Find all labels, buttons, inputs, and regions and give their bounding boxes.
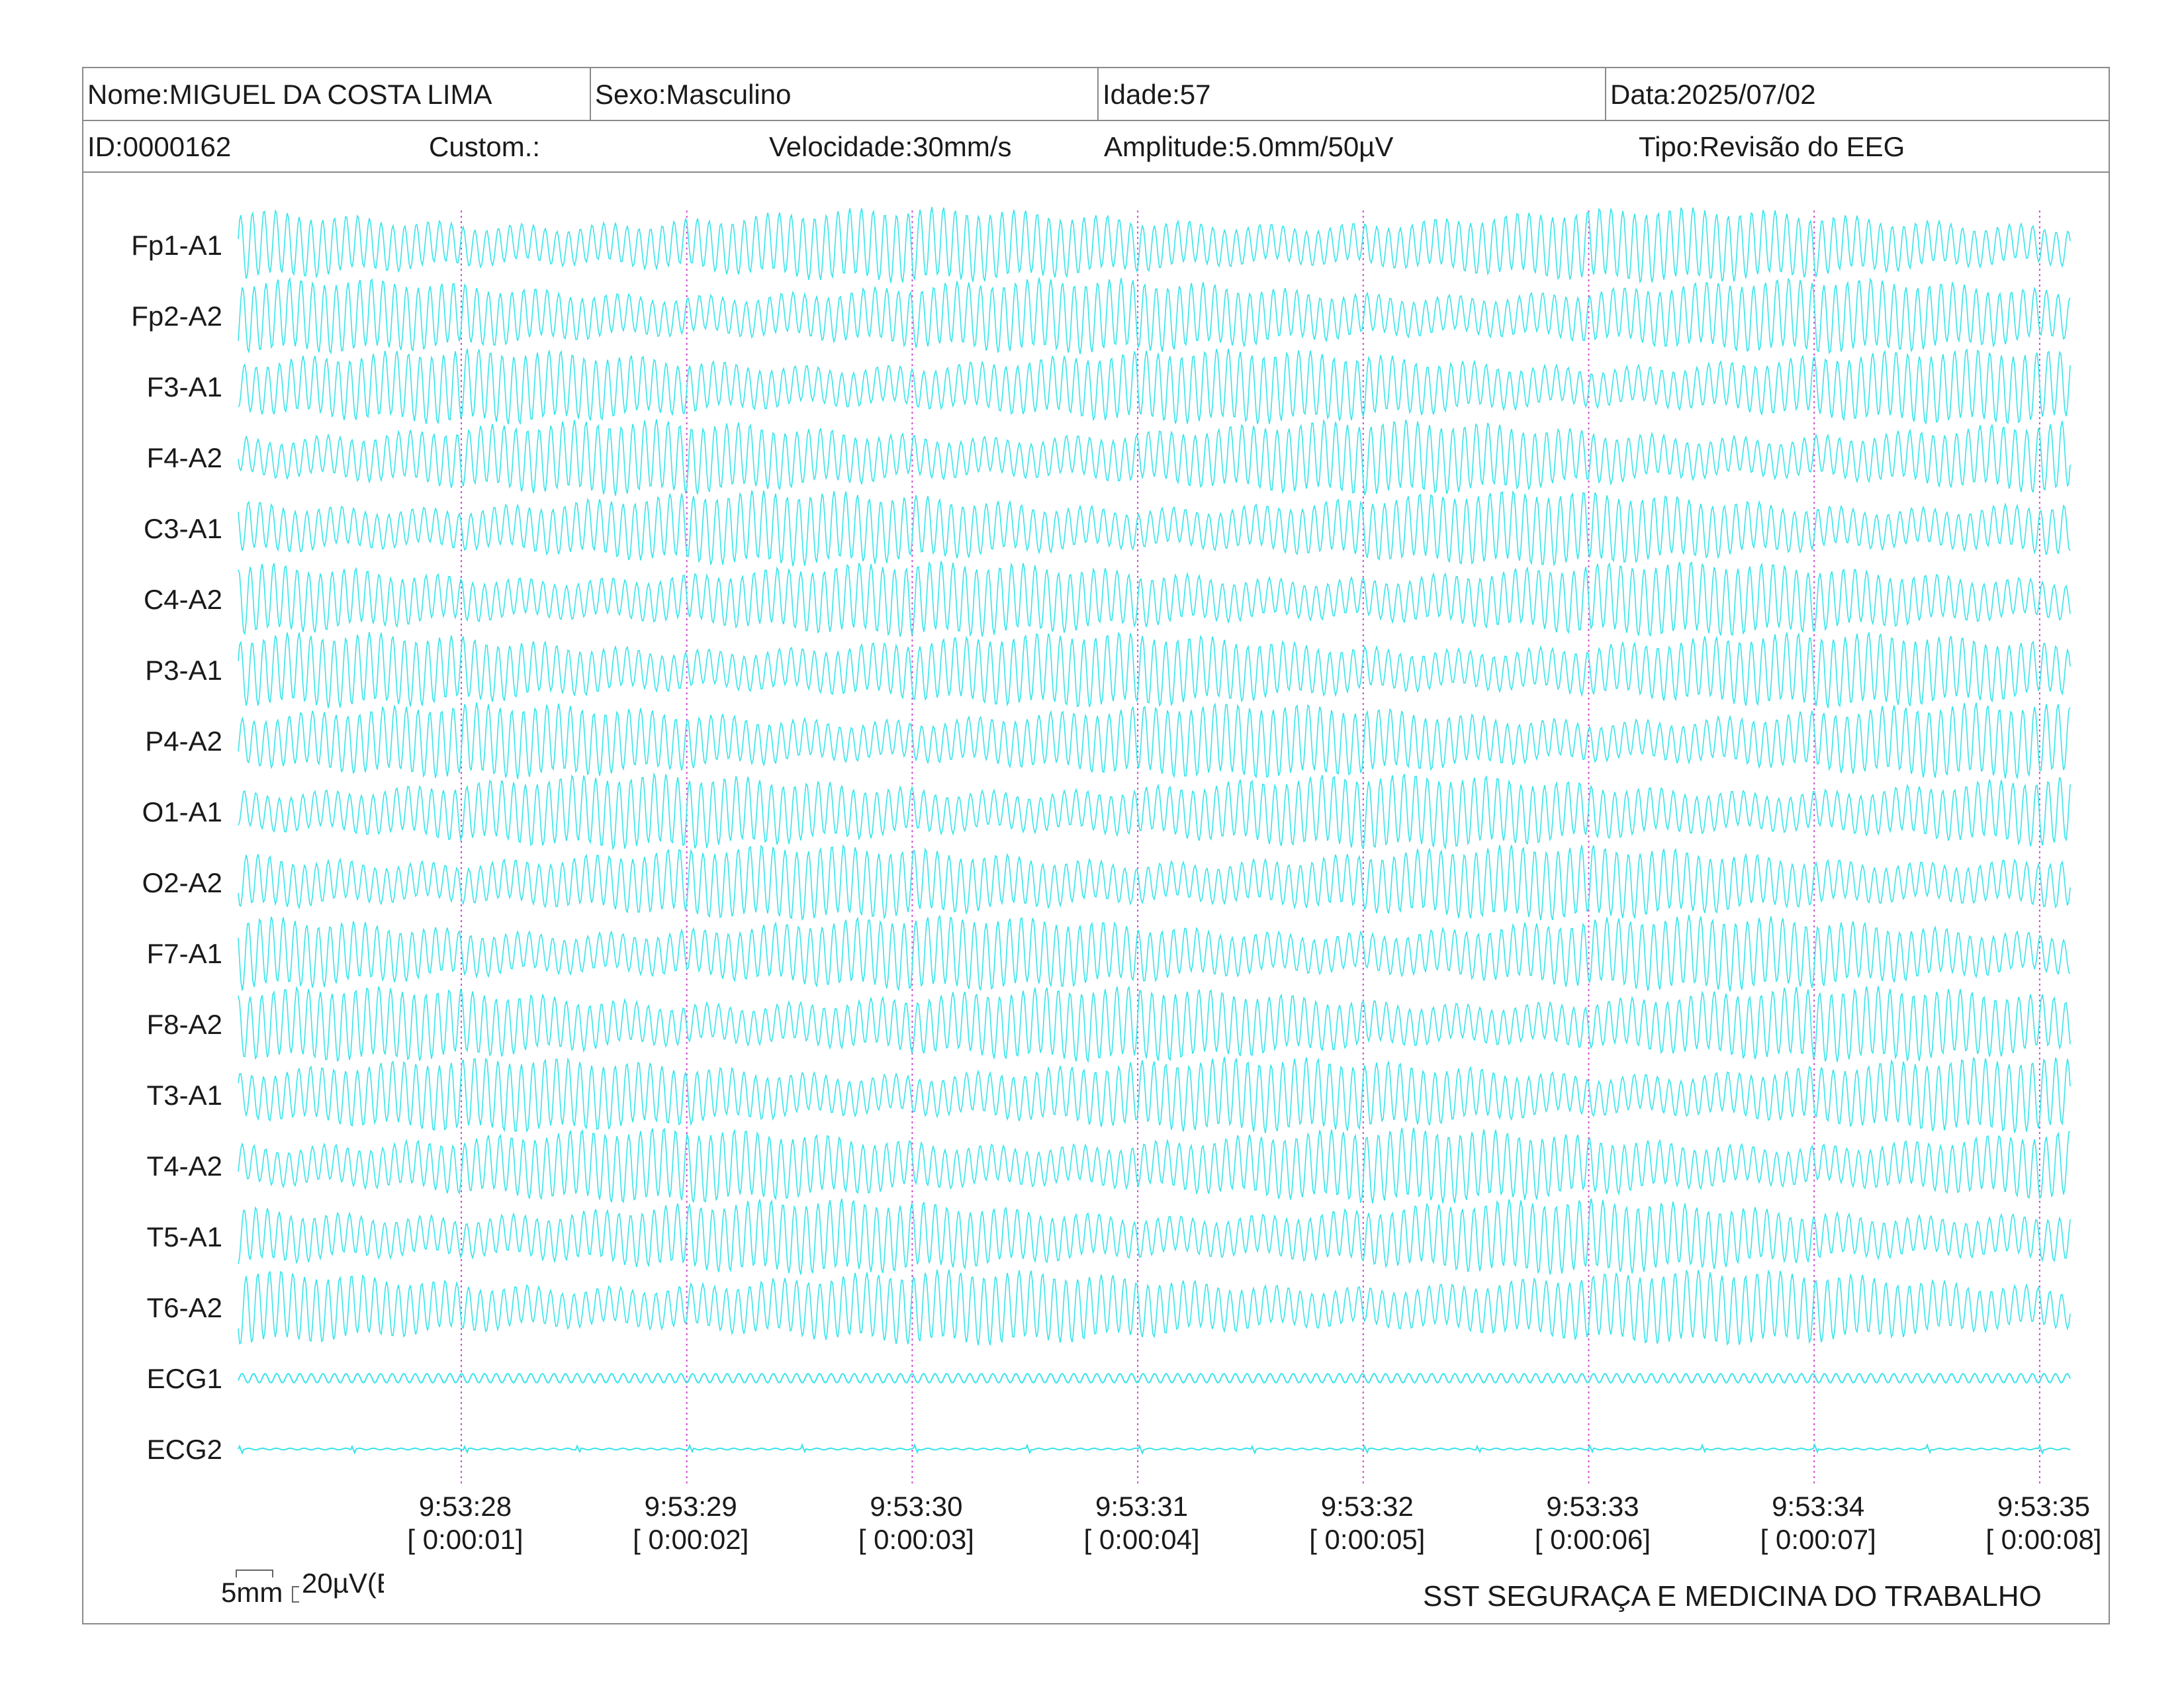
time-elapsed-label: [ 0:00:06] (1535, 1524, 1651, 1555)
trace-f7-a1 (238, 914, 2071, 992)
company-name: SST SEGURAÇA E MEDICINA DO TRABALHO (1423, 1580, 2042, 1613)
channel-label: P4-A2 (145, 726, 222, 757)
channel-label: Fp1-A1 (131, 230, 222, 261)
channel-label: T6-A2 (147, 1292, 222, 1323)
trace-fp2-a2 (238, 277, 2071, 355)
time-elapsed-label: [ 0:00:08] (1985, 1524, 2101, 1555)
time-clock-label: 9:53:28 (419, 1491, 512, 1522)
time-elapsed-label: [ 0:00:02] (633, 1524, 749, 1555)
channel-label: F8-A2 (147, 1009, 222, 1040)
trace-p4-a2 (238, 702, 2071, 779)
time-elapsed-label: [ 0:00:03] (858, 1524, 974, 1555)
trace-p3-a1 (238, 632, 2071, 708)
channel-label: P3-A1 (145, 655, 222, 686)
time-elapsed-label: [ 0:00:07] (1760, 1524, 1876, 1555)
channel-label: T5-A1 (147, 1221, 222, 1252)
patient-id: ID:0000162 (87, 131, 232, 162)
time-elapsed-label: [ 0:00:05] (1309, 1524, 1425, 1555)
calibration-scale: 5mm 20µV(Eeg) (221, 1568, 384, 1608)
speed-setting: Velocidade:30mm/s (769, 131, 1012, 162)
channel-label: Fp2-A2 (131, 301, 222, 332)
time-elapsed-label: [ 0:00:01] (407, 1524, 523, 1555)
eeg-traces (238, 207, 2071, 1455)
amplitude-setting: Amplitude:5.0mm/50µV (1104, 131, 1394, 162)
time-scale-label: 5mm (221, 1577, 283, 1608)
second-markers (461, 211, 2040, 1486)
header-row-patient: Nome:MIGUEL DA COSTA LIMA Sexo:Masculino… (83, 68, 2109, 121)
channel-label: C3-A1 (144, 513, 222, 544)
exam-date: Data:2025/07/02 (1605, 68, 2111, 120)
trace-f8-a2 (238, 985, 2071, 1064)
channel-label: O2-A2 (142, 867, 222, 898)
channel-label: F3-A1 (147, 371, 222, 402)
patient-age: Idade:57 (1097, 68, 1605, 120)
patient-name: Nome:MIGUEL DA COSTA LIMA (87, 79, 492, 110)
trace-t6-a2 (238, 1269, 2071, 1346)
trace-fp1-a1 (238, 207, 2071, 284)
amplitude-scale-bracket (292, 1586, 299, 1603)
time-elapsed-label: [ 0:00:04] (1084, 1524, 1200, 1555)
time-labels: 9:53:28[ 0:00:01] 9:53:29[ 0:00:02] 9:53:3… (407, 1491, 2101, 1555)
trace-o1-a1 (238, 772, 2071, 851)
channel-label: ECG2 (147, 1434, 222, 1465)
channel-label: F7-A1 (147, 938, 222, 969)
trace-t5-a1 (238, 1198, 2071, 1275)
eeg-report-frame: Nome:MIGUEL DA COSTA LIMA Sexo:Masculino… (82, 67, 2110, 1624)
time-clock-label: 9:53:30 (870, 1491, 962, 1522)
trace-f4-a2 (238, 418, 2071, 496)
time-clock-label: 9:53:29 (645, 1491, 737, 1522)
channel-label: ECG1 (147, 1363, 222, 1394)
header-row-exam: ID:0000162 Custom.: Velocidade:30mm/s Am… (83, 121, 2109, 173)
amplitude-scale-label: 20µV(Eeg) (302, 1568, 384, 1599)
channel-labels: Fp1-A1 Fp2-A2 F3-A1 F4-A2 C3-A1 C4-A2 P3-A1 P4-… (131, 230, 222, 1465)
channel-label: T4-A2 (147, 1150, 222, 1182)
patient-sex: Sexo:Masculino (590, 68, 1097, 120)
trace-o2-a2 (238, 843, 2071, 921)
review-type: Tipo:Revisão do EEG (1639, 131, 1905, 162)
time-scale-bracket (236, 1570, 273, 1577)
custom-field: Custom.: (429, 131, 541, 162)
time-clock-label: 9:53:33 (1546, 1491, 1639, 1522)
time-clock-label: 9:53:32 (1321, 1491, 1414, 1522)
trace-t4-a2 (238, 1127, 2071, 1203)
channel-label: C4-A2 (144, 584, 222, 615)
trace-c3-a1 (238, 490, 2071, 567)
channel-label: T3-A1 (147, 1080, 222, 1111)
time-clock-label: 9:53:31 (1095, 1491, 1188, 1522)
trace-c4-a2 (238, 561, 2071, 637)
channel-label: O1-A1 (142, 796, 222, 827)
trace-t3-a1 (238, 1056, 2071, 1133)
channel-label: F4-A2 (147, 442, 222, 473)
trace-ecg1 (238, 1372, 2071, 1384)
time-clock-label: 9:53:35 (1997, 1491, 2090, 1522)
trace-f3-a1 (238, 348, 2071, 426)
time-clock-label: 9:53:34 (1772, 1491, 1864, 1522)
trace-ecg2 (238, 1442, 2071, 1455)
